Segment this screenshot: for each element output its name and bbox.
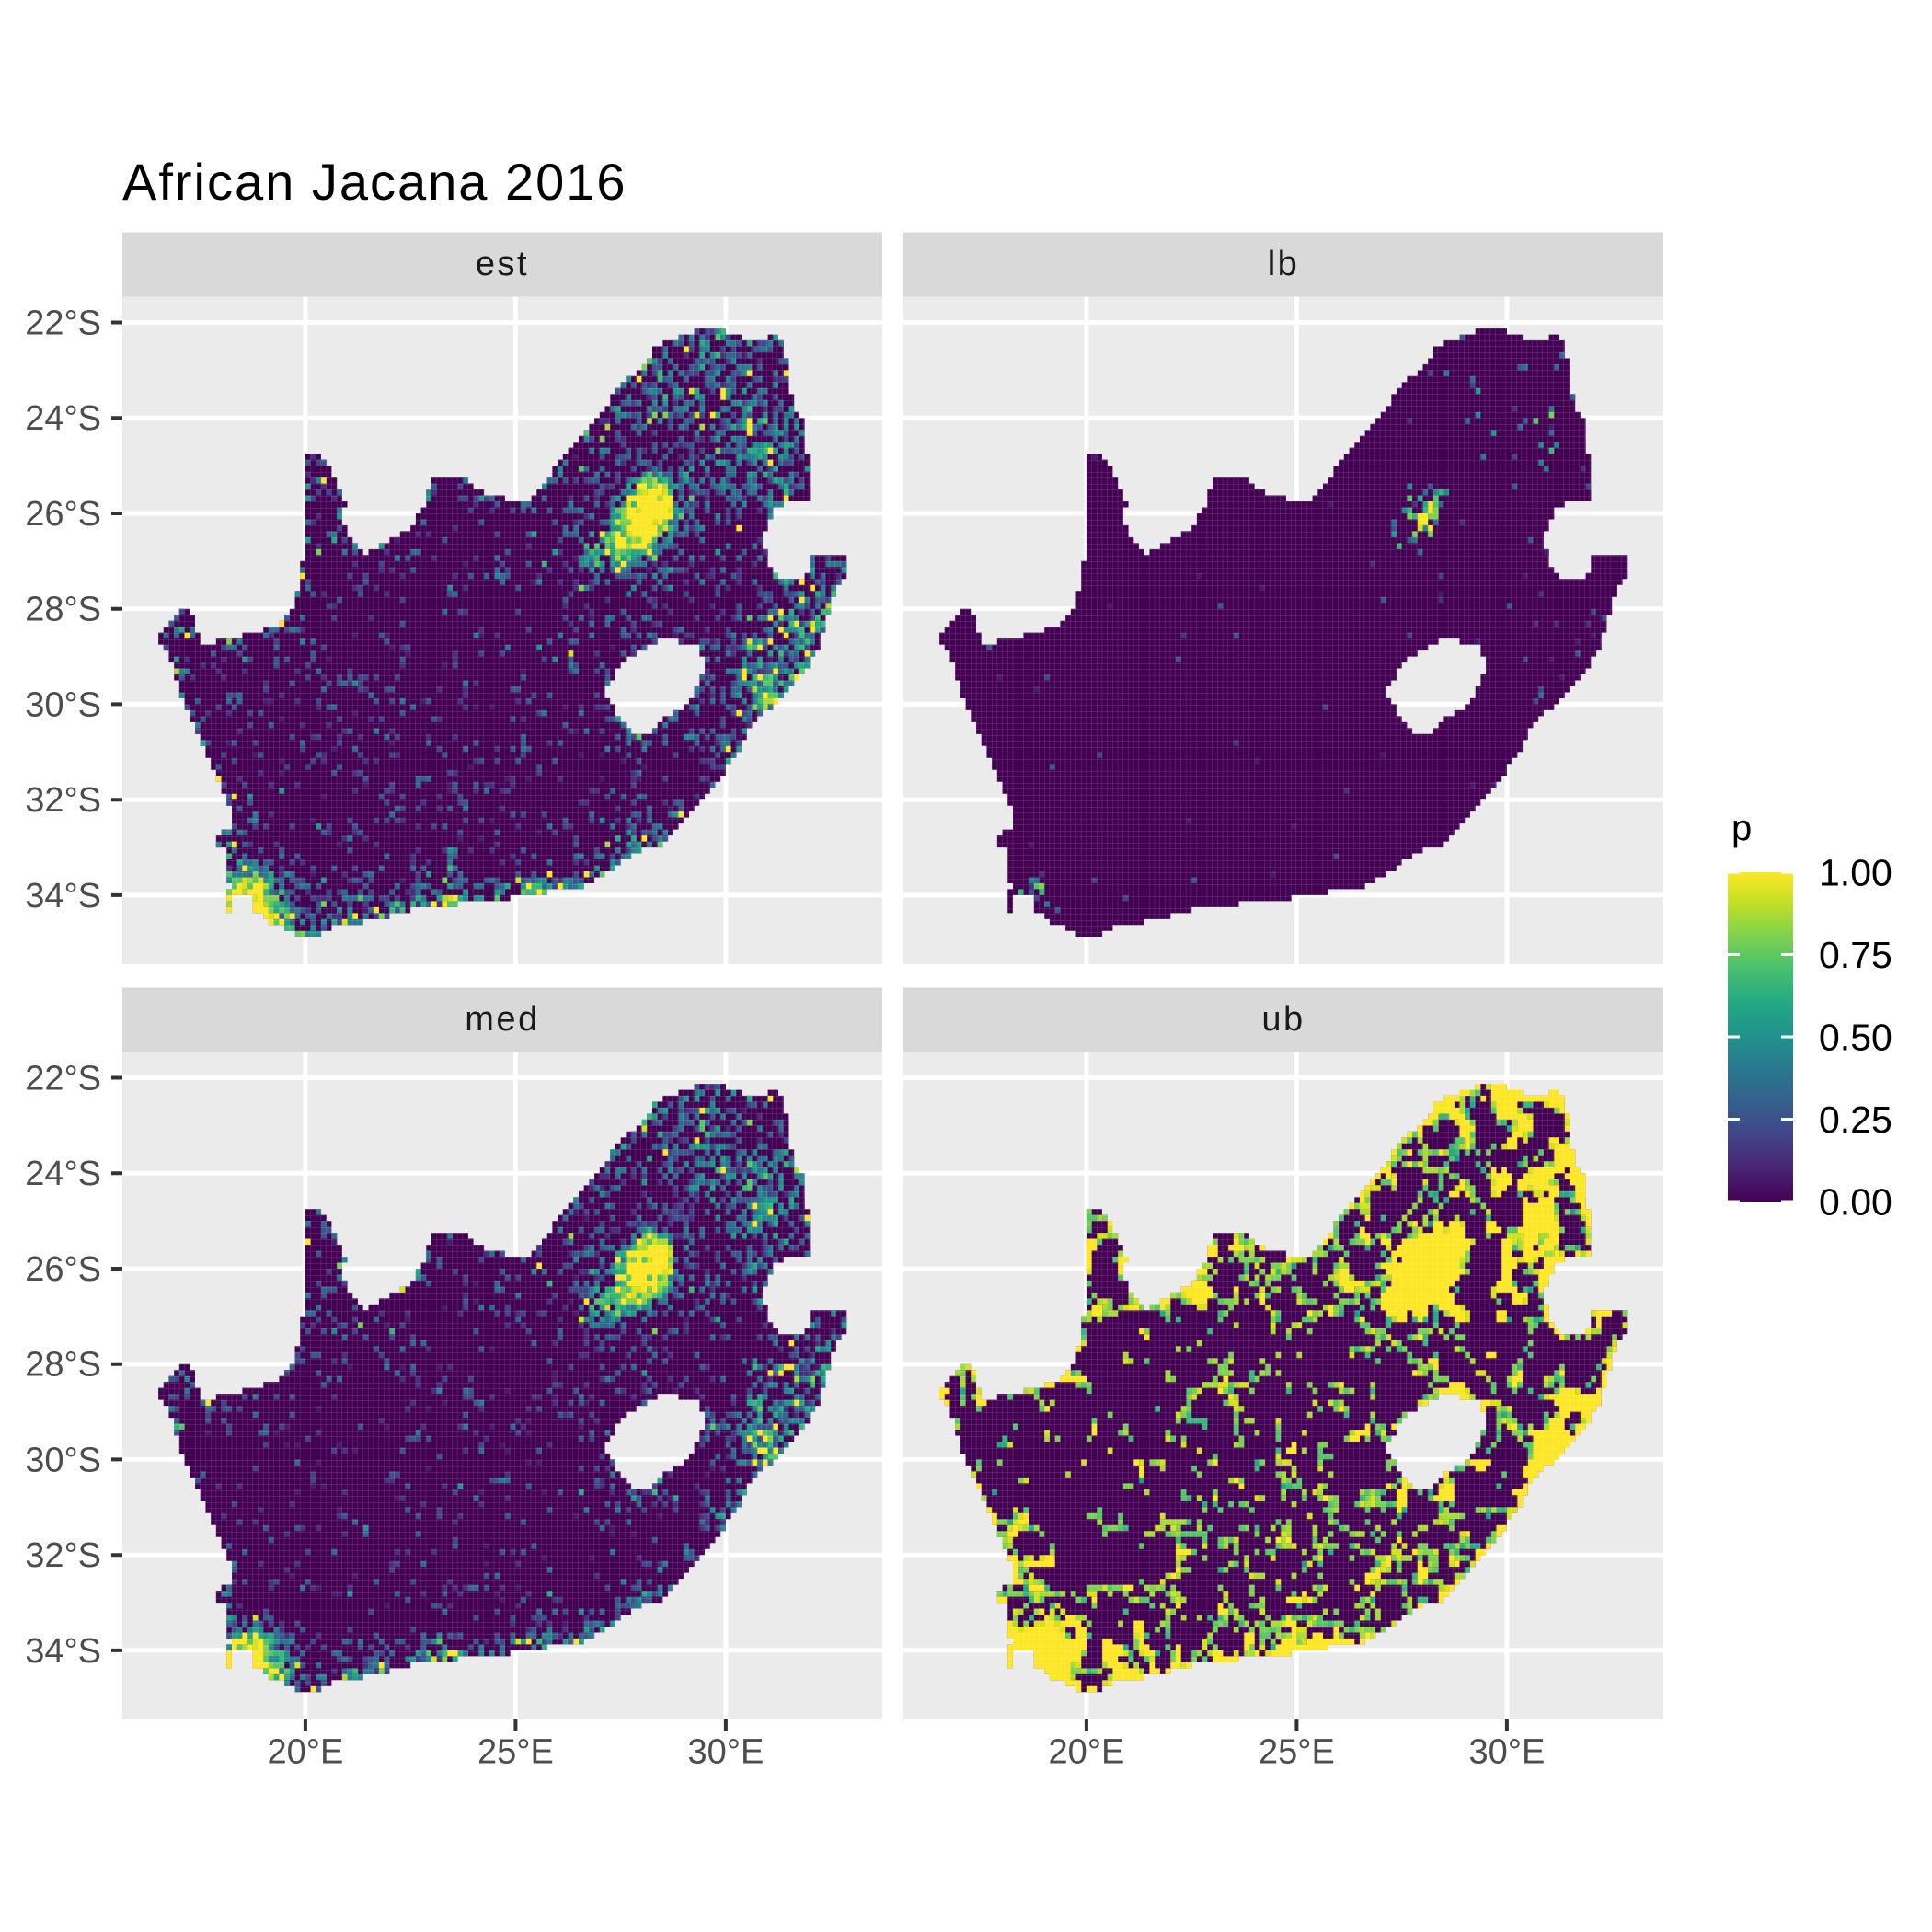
svg-text:20°E: 20°E (267, 1732, 343, 1771)
svg-text:1.00: 1.00 (1819, 852, 1892, 894)
svg-text:30°S: 30°S (25, 685, 101, 724)
svg-text:African Jacana 2016: African Jacana 2016 (122, 153, 627, 211)
svg-text:34°S: 34°S (25, 877, 101, 915)
svg-text:25°E: 25°E (477, 1732, 554, 1771)
svg-text:22°S: 22°S (25, 305, 101, 343)
svg-text:p: p (1731, 808, 1752, 848)
svg-text:30°E: 30°E (1468, 1732, 1545, 1771)
svg-text:34°S: 34°S (25, 1632, 101, 1671)
svg-text:28°S: 28°S (25, 591, 101, 629)
svg-text:26°S: 26°S (25, 1250, 101, 1289)
svg-text:25°E: 25°E (1259, 1732, 1335, 1771)
svg-text:30°E: 30°E (687, 1732, 764, 1771)
svg-text:20°E: 20°E (1048, 1732, 1124, 1771)
svg-text:lb: lb (1268, 245, 1300, 283)
svg-text:24°S: 24°S (25, 1155, 101, 1193)
svg-text:0.75: 0.75 (1819, 934, 1892, 976)
svg-text:30°S: 30°S (25, 1441, 101, 1479)
svg-text:ub: ub (1261, 1000, 1305, 1039)
svg-text:0.50: 0.50 (1819, 1017, 1892, 1059)
svg-text:est: est (476, 245, 529, 283)
svg-text:32°S: 32°S (25, 1536, 101, 1575)
svg-text:28°S: 28°S (25, 1346, 101, 1385)
svg-text:0.25: 0.25 (1819, 1098, 1892, 1141)
svg-text:26°S: 26°S (25, 495, 101, 534)
svg-text:22°S: 22°S (25, 1060, 101, 1098)
svg-text:32°S: 32°S (25, 781, 101, 820)
svg-text:24°S: 24°S (25, 399, 101, 438)
svg-text:med: med (465, 1000, 539, 1039)
svg-text:0.00: 0.00 (1819, 1181, 1892, 1224)
